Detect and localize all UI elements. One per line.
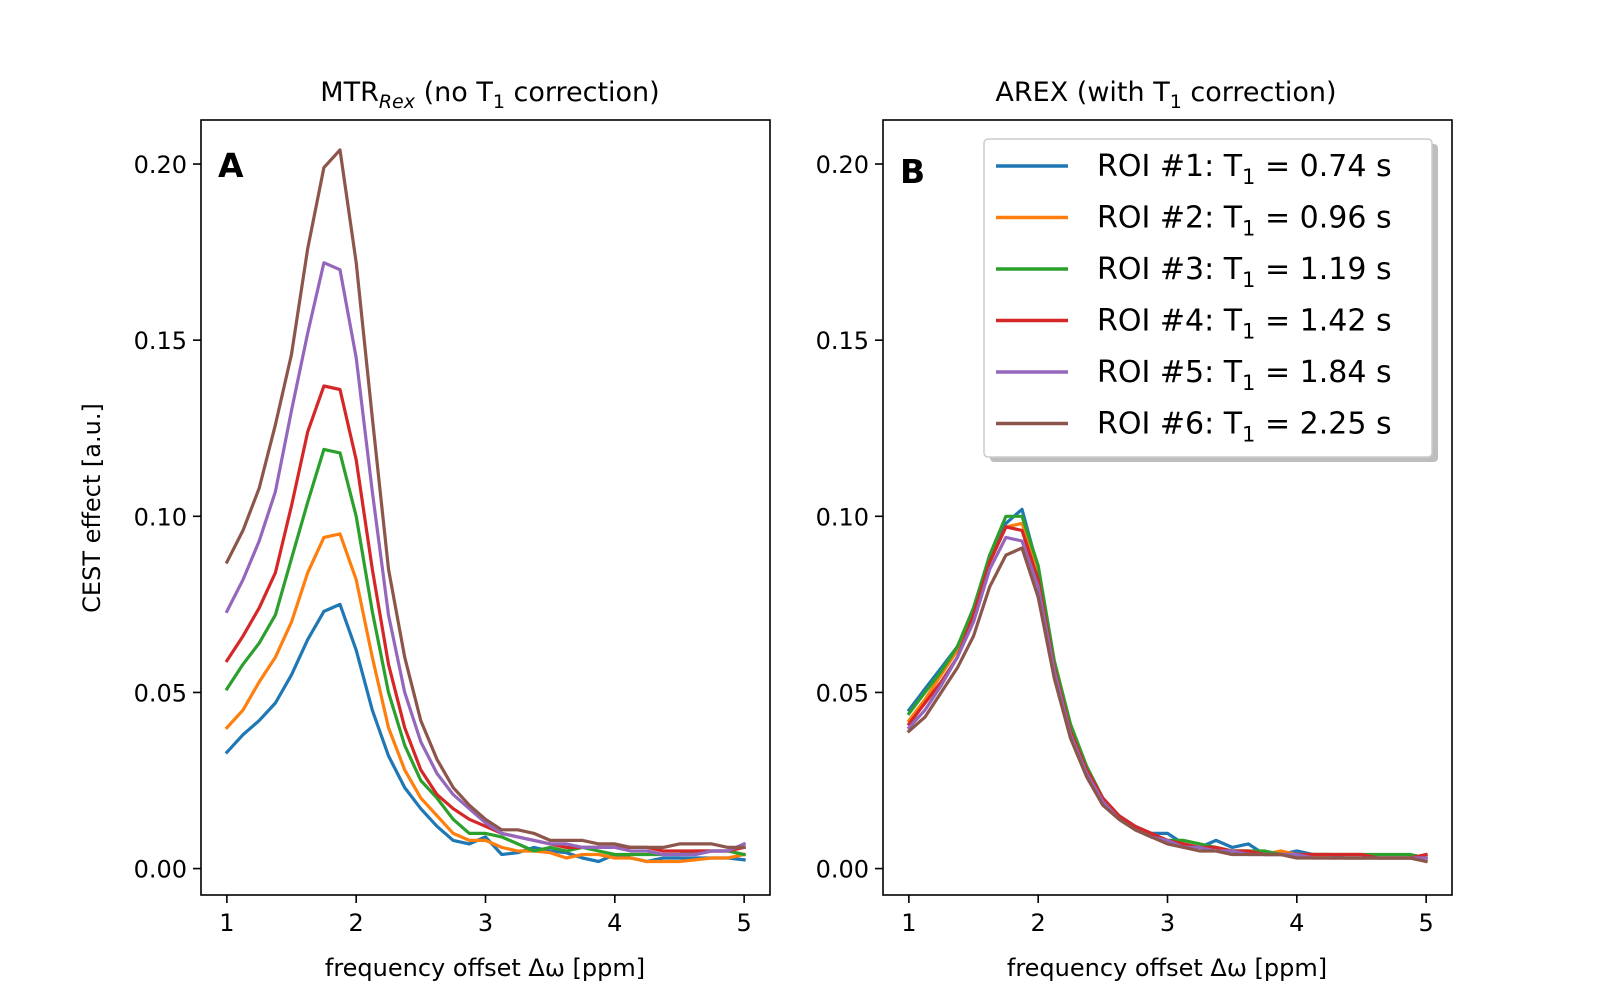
panel-a-x-tick-label: 4 — [607, 909, 622, 937]
panel-a-series-line-roi-2 — [224, 532, 747, 864]
panel-a-ylabel: CEST effect [a.u.] — [78, 403, 106, 613]
panel-b-series-line-roi-5 — [906, 535, 1428, 860]
panel-a-frame — [200, 119, 771, 896]
legend-item-roi-1: ROI #1: T1 = 0.74 s — [996, 149, 1392, 189]
panel-a-x-tick-label: 3 — [478, 909, 493, 937]
legend-label: ROI #2: T1 = 0.96 s — [1097, 201, 1392, 241]
panel-b-x-tick-label: 1 — [901, 909, 916, 937]
panel-b-y-tick-label: 0.10 — [816, 503, 869, 531]
panel-b-y-tick-label: 0.00 — [816, 856, 869, 884]
panel-a-y-tick-label: 0.00 — [134, 856, 187, 884]
legend-item-roi-6: ROI #6: T1 = 2.25 s — [996, 407, 1392, 447]
legend-item-roi-4: ROI #4: T1 = 1.42 s — [996, 304, 1392, 344]
panel-a-y-tick-label: 0.15 — [134, 327, 187, 355]
panel-b-x-tick-label: 5 — [1418, 909, 1433, 937]
panel-b-x-tick-label: 3 — [1160, 909, 1175, 937]
panel-a-x-tick-label: 5 — [736, 909, 751, 937]
panel-b-y-tick-label: 0.05 — [816, 679, 869, 707]
panel-a-y-tick-label: 0.05 — [134, 679, 187, 707]
legend: ROI #1: T1 = 0.74 s ROI #2: T1 = 0.96 s RO… — [983, 138, 1438, 462]
panel-b-y-tick-label: 0.15 — [816, 327, 869, 355]
panel-b-x-tick-label: 4 — [1289, 909, 1304, 937]
panel-a-title: MTRRex (no T1 correction) — [320, 77, 659, 113]
panel-a-y-tick-label: 0.20 — [134, 151, 187, 179]
panel-a-label: A — [218, 146, 244, 185]
panel-b-label: B — [900, 152, 925, 191]
panel-a-series-line-roi-6 — [224, 148, 746, 850]
panel-b-x-tick-label: 2 — [1031, 909, 1046, 937]
panel-a-series-line-roi-4 — [224, 384, 747, 853]
panel-b-xlabel: frequency offset Δω [ppm] — [1007, 954, 1327, 982]
legend-label: ROI #5: T1 = 1.84 s — [1097, 355, 1392, 395]
panel-b-y-tick-label: 0.20 — [816, 151, 869, 179]
panel-a-xlabel: frequency offset Δω [ppm] — [325, 954, 645, 982]
panel-b-series — [906, 507, 1429, 864]
panel-a-series — [224, 148, 747, 864]
panel-b-title: AREX (with T1 correction) — [995, 77, 1336, 113]
legend-item-roi-5: ROI #5: T1 = 1.84 s — [996, 355, 1392, 395]
panel-b-series-line-roi-6 — [906, 546, 1429, 864]
panel-b: AREX (with T1 correction) 1 2 3 4 5 0.00 0.05 0… — [816, 77, 1453, 982]
legend-box — [983, 138, 1433, 458]
legend-item-roi-3: ROI #3: T1 = 1.19 s — [996, 252, 1392, 292]
legend-label: ROI #4: T1 = 1.42 s — [1097, 304, 1392, 344]
panel-a-series-line-roi-5 — [224, 261, 747, 857]
legend-label: ROI #3: T1 = 1.19 s — [1097, 252, 1392, 292]
panel-a-x-tick-label: 2 — [349, 909, 364, 937]
legend-item-roi-2: ROI #2: T1 = 0.96 s — [996, 201, 1392, 241]
panel-a: MTRRex (no T1 correction) 1 2 3 4 5 0.00 0.05 0… — [78, 77, 771, 982]
panel-a-y-tick-label: 0.10 — [134, 503, 187, 531]
legend-label: ROI #1: T1 = 0.74 s — [1097, 149, 1392, 189]
panel-a-series-line-roi-1 — [224, 602, 746, 864]
panel-a-x-tick-label: 1 — [219, 909, 234, 937]
legend-label: ROI #6: T1 = 2.25 s — [1097, 407, 1392, 447]
panel-a-series-line-roi-3 — [224, 447, 747, 857]
